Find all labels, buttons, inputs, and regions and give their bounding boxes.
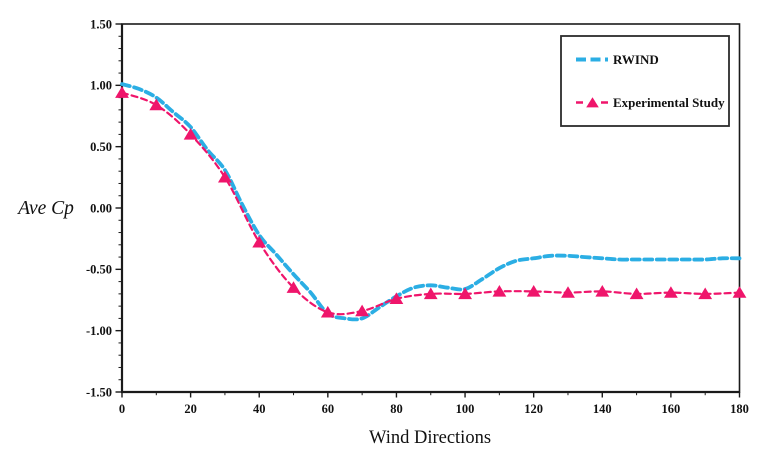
marker-triangle (698, 287, 713, 300)
y-tick-label: 1.00 (90, 79, 112, 93)
legend-item-rwind: RWIND (576, 52, 659, 67)
x-tick-label: 100 (456, 402, 475, 416)
legend: RWIND Experimental Study (560, 35, 730, 127)
marker-triangle (149, 98, 164, 111)
y-tick-label: 0.00 (90, 201, 112, 215)
marker-triangle (561, 286, 575, 298)
plot-area: 1.50 1.00 0.50 0.00 -0.50 -1.00 -1.50 0 20 40 60 80… (86, 17, 749, 416)
marker-triangle (595, 285, 610, 297)
marker-triangle (183, 128, 198, 140)
marker-triangle (492, 285, 507, 297)
x-tick-label: 40 (253, 402, 266, 416)
x-tick-label: 120 (524, 402, 543, 416)
marker-triangle (355, 304, 369, 317)
legend-label-rwind: RWIND (613, 52, 659, 67)
marker-triangle (389, 292, 404, 304)
x-tick-label: 140 (593, 402, 612, 416)
marker-triangle (458, 287, 472, 300)
marker-triangle (629, 287, 644, 300)
marker-triangle (423, 287, 438, 300)
x-tick-label: 80 (390, 402, 403, 416)
marker-triangle (286, 281, 301, 293)
x-tick-label: 0 (119, 402, 125, 416)
y-tick-label: -0.50 (86, 263, 112, 277)
marker-triangle (664, 286, 678, 298)
experimental-triangle-sample (586, 97, 599, 108)
marker-triangle (320, 305, 335, 318)
series-line-rwind (120, 82, 742, 322)
y-tick-label: -1.50 (86, 385, 112, 399)
marker-triangle (252, 235, 267, 248)
x-tick-label: 180 (730, 402, 749, 416)
legend-item-experimental: Experimental Study (576, 95, 725, 110)
x-axis-title: Wind Directions (369, 428, 491, 448)
marker-triangle (115, 86, 129, 98)
x-tick-label: 160 (662, 402, 681, 416)
marker-triangle (732, 286, 747, 298)
y-axis-title: Ave Cp (16, 198, 74, 219)
marker-triangle (526, 285, 541, 297)
x-tick-label: 60 (322, 402, 335, 416)
y-tick-label: 1.50 (90, 17, 112, 31)
legend-box (560, 35, 730, 127)
legend-label-experimental: Experimental Study (613, 95, 725, 110)
y-tick-label: -1.00 (86, 324, 112, 338)
marker-triangle (218, 170, 232, 183)
y-tick-label: 0.50 (90, 140, 112, 154)
x-tick-label: 20 (184, 402, 197, 416)
